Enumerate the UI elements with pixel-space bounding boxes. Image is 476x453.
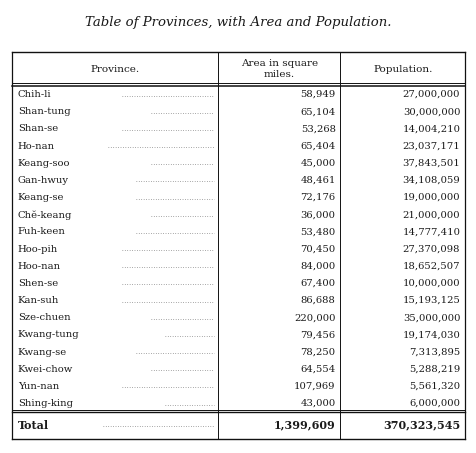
Text: 18,652,507: 18,652,507 <box>402 262 459 271</box>
Text: Shan-tung: Shan-tung <box>18 107 70 116</box>
Text: Chĕ-keang: Chĕ-keang <box>18 210 72 220</box>
Text: 30,000,000: 30,000,000 <box>402 107 459 116</box>
Text: 79,456: 79,456 <box>300 331 335 339</box>
Text: 53,480: 53,480 <box>300 227 335 236</box>
Text: 10,000,000: 10,000,000 <box>402 279 459 288</box>
Text: 45,000: 45,000 <box>300 159 335 168</box>
Text: 220,000: 220,000 <box>294 313 335 323</box>
Text: Hoo-pih: Hoo-pih <box>18 245 58 254</box>
Text: 7,313,895: 7,313,895 <box>408 347 459 357</box>
Text: 86,688: 86,688 <box>300 296 335 305</box>
Text: 6,000,000: 6,000,000 <box>408 399 459 408</box>
Text: 23,037,171: 23,037,171 <box>402 142 459 151</box>
Text: Population.: Population. <box>372 65 432 73</box>
Text: Keang-soo: Keang-soo <box>18 159 70 168</box>
Text: Province.: Province. <box>90 65 139 73</box>
Text: 36,000: 36,000 <box>300 210 335 219</box>
Text: 15,193,125: 15,193,125 <box>402 296 459 305</box>
Text: Fuh-keen: Fuh-keen <box>18 227 65 236</box>
Text: Shan-se: Shan-se <box>18 125 58 134</box>
Text: Shen-se: Shen-se <box>18 279 58 288</box>
Text: 34,108,059: 34,108,059 <box>402 176 459 185</box>
Text: 370,323,545: 370,323,545 <box>382 420 459 431</box>
Text: Chih-li: Chih-li <box>18 90 51 99</box>
Text: 35,000,000: 35,000,000 <box>402 313 459 323</box>
Text: Keang-se: Keang-se <box>18 193 64 202</box>
Text: 14,004,210: 14,004,210 <box>401 125 459 134</box>
Text: 14,777,410: 14,777,410 <box>401 227 459 236</box>
Text: 48,461: 48,461 <box>300 176 335 185</box>
Text: 19,174,030: 19,174,030 <box>402 331 459 339</box>
Text: 78,250: 78,250 <box>300 347 335 357</box>
Text: 19,000,000: 19,000,000 <box>402 193 459 202</box>
Text: Total: Total <box>18 420 49 431</box>
Text: Ho-nan: Ho-nan <box>18 142 55 151</box>
Text: Sze-chuen: Sze-chuen <box>18 313 70 323</box>
Text: Kan-suh: Kan-suh <box>18 296 59 305</box>
Text: 107,969: 107,969 <box>294 382 335 391</box>
Text: Kwang-se: Kwang-se <box>18 347 67 357</box>
Text: 67,400: 67,400 <box>300 279 335 288</box>
Text: 65,104: 65,104 <box>300 107 335 116</box>
Text: 5,561,320: 5,561,320 <box>408 382 459 391</box>
Text: 84,000: 84,000 <box>300 262 335 271</box>
Text: Kwang-tung: Kwang-tung <box>18 331 79 339</box>
Text: 65,404: 65,404 <box>300 142 335 151</box>
Text: 27,000,000: 27,000,000 <box>402 90 459 99</box>
Text: 64,554: 64,554 <box>300 365 335 374</box>
Text: Area in square
miles.: Area in square miles. <box>240 59 317 79</box>
Text: 43,000: 43,000 <box>300 399 335 408</box>
Text: 70,450: 70,450 <box>300 245 335 254</box>
Text: Yun-nan: Yun-nan <box>18 382 59 391</box>
Text: 27,370,098: 27,370,098 <box>402 245 459 254</box>
Text: 58,949: 58,949 <box>300 90 335 99</box>
Text: Table of Provinces, with Area and Population.: Table of Provinces, with Area and Popula… <box>85 16 391 29</box>
Text: Shing-king: Shing-king <box>18 399 72 408</box>
Text: 21,000,000: 21,000,000 <box>402 210 459 219</box>
Text: 1,399,609: 1,399,609 <box>273 420 335 431</box>
Text: 53,268: 53,268 <box>300 125 335 134</box>
Text: Gan-hwuy: Gan-hwuy <box>18 176 69 185</box>
Text: 5,288,219: 5,288,219 <box>408 365 459 374</box>
Text: 37,843,501: 37,843,501 <box>402 159 459 168</box>
Text: Kwei-chow: Kwei-chow <box>18 365 73 374</box>
Text: 72,176: 72,176 <box>300 193 335 202</box>
Text: Hoo-nan: Hoo-nan <box>18 262 60 271</box>
